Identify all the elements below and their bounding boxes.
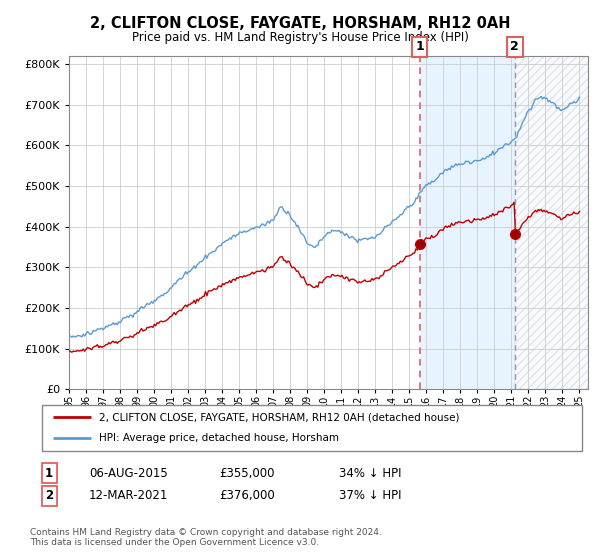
Bar [515, 56, 588, 389]
Bar [515, 56, 588, 389]
Text: 2, CLIFTON CLOSE, FAYGATE, HORSHAM, RH12 0AH (detached house): 2, CLIFTON CLOSE, FAYGATE, HORSHAM, RH12… [98, 412, 459, 422]
Text: 34% ↓ HPI: 34% ↓ HPI [339, 466, 401, 480]
Text: 2, CLIFTON CLOSE, FAYGATE, HORSHAM, RH12 0AH: 2, CLIFTON CLOSE, FAYGATE, HORSHAM, RH12… [90, 16, 510, 31]
Text: 12-MAR-2021: 12-MAR-2021 [89, 489, 168, 502]
FancyBboxPatch shape [42, 405, 582, 451]
Text: 2: 2 [45, 489, 53, 502]
Text: Contains HM Land Registry data © Crown copyright and database right 2024.
This d: Contains HM Land Registry data © Crown c… [30, 528, 382, 547]
Text: 1: 1 [45, 466, 53, 480]
Text: £355,000: £355,000 [219, 466, 275, 480]
Text: 2: 2 [511, 40, 519, 53]
Bar [419, 56, 515, 389]
Text: Price paid vs. HM Land Registry's House Price Index (HPI): Price paid vs. HM Land Registry's House … [131, 31, 469, 44]
Text: 06-AUG-2015: 06-AUG-2015 [89, 466, 167, 480]
Text: £376,000: £376,000 [219, 489, 275, 502]
Text: HPI: Average price, detached house, Horsham: HPI: Average price, detached house, Hors… [98, 433, 338, 444]
Text: 37% ↓ HPI: 37% ↓ HPI [339, 489, 401, 502]
Text: 1: 1 [415, 40, 424, 53]
